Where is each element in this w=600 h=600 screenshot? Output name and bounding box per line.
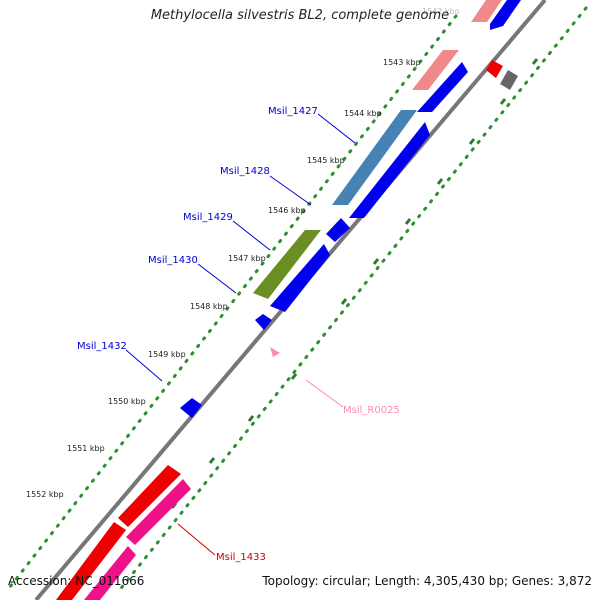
gene-label-msil-1429[interactable]: Msil_1429 <box>183 212 233 223</box>
gene-labels: Msil_1427 Msil_1428 Msil_1429 Msil_1430 … <box>77 106 400 563</box>
major-ticks <box>170 58 539 509</box>
outer-track[interactable] <box>56 0 502 600</box>
gene-label-msil-1433[interactable]: Msil_1433 <box>216 552 266 563</box>
label-leaders <box>125 113 356 556</box>
leader-msil-1428 <box>269 175 312 206</box>
feature-red-msil-1433[interactable] <box>118 465 181 527</box>
scale-dotted-guide-left <box>4 14 458 594</box>
feature-gray-small[interactable] <box>500 70 518 90</box>
cds-arrow-4[interactable] <box>270 244 330 312</box>
feature-magenta-1-lower[interactable] <box>84 546 136 600</box>
scale-label-1551: 1551 kbp <box>67 444 105 453</box>
scale-label-1543: 1543 kbp <box>383 58 421 67</box>
scale-dotted-guide-right <box>116 6 588 594</box>
feature-magenta-1[interactable] <box>126 479 191 545</box>
gene-label-msil-1428[interactable]: Msil_1428 <box>220 166 270 177</box>
feature-red-small[interactable] <box>486 60 503 78</box>
gene-label-msil-1430[interactable]: Msil_1430 <box>148 255 198 266</box>
accession-text: Accession: NC_011666 <box>8 574 145 588</box>
feature-olive-msil-1429[interactable] <box>253 230 321 299</box>
scale-label-1549: 1549 kbp <box>148 350 186 359</box>
feature-red-msil-1433-lower[interactable] <box>56 522 126 600</box>
gene-label-msil-1432[interactable]: Msil_1432 <box>77 341 127 352</box>
cds-track[interactable] <box>180 0 521 418</box>
scale-label-1545: 1545 kbp <box>307 156 345 165</box>
leader-msil-1429 <box>232 220 271 251</box>
leader-msil-1433 <box>177 523 216 556</box>
cds-arrow-2[interactable] <box>417 62 468 112</box>
leader-msil-1430 <box>197 263 237 294</box>
cds-arrow-3[interactable] <box>349 122 430 218</box>
feature-steelblue-msil-1427[interactable] <box>332 110 417 205</box>
leader-msil-r0025 <box>305 379 344 408</box>
genome-stats-text: Topology: circular; Length: 4,305,430 bp… <box>262 574 592 588</box>
cds-arrow-isolated[interactable] <box>180 398 202 418</box>
cds-arrow-tiny[interactable] <box>255 314 272 330</box>
cds-arrow-small[interactable] <box>326 218 350 242</box>
scale-label-1547: 1547 kbp <box>228 254 266 263</box>
scale-label-1548: 1548 kbp <box>190 302 228 311</box>
cds-arrow-1[interactable] <box>490 0 521 30</box>
scale-label-1552: 1552 kbp <box>26 490 64 499</box>
scale-label-1546: 1546 kbp <box>268 206 306 215</box>
leader-msil-1432 <box>125 349 163 382</box>
gene-label-msil-r0025[interactable]: Msil_R0025 <box>343 405 400 416</box>
rna-marker-msil-r0025[interactable] <box>270 347 280 357</box>
gene-label-msil-1427[interactable]: Msil_1427 <box>268 106 318 117</box>
leader-msil-1427 <box>317 113 356 144</box>
scale-label-1550: 1550 kbp <box>108 397 146 406</box>
scale-label-1542: 1542 kbp <box>422 7 460 16</box>
scale-label-1544: 1544 kbp <box>344 109 382 118</box>
feature-salmon-2[interactable] <box>412 50 459 90</box>
feature-salmon-1[interactable] <box>471 0 502 22</box>
scale-labels: 1542 kbp 1543 kbp 1544 kbp 1545 kbp 1546… <box>26 7 460 499</box>
